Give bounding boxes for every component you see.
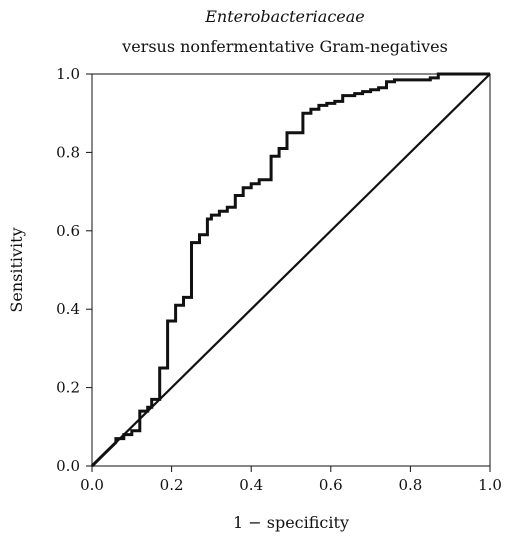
y-tick-label: 0.0 bbox=[56, 457, 80, 475]
y-tick-label: 0.2 bbox=[56, 379, 80, 397]
x-tick-label: 0.2 bbox=[160, 476, 184, 494]
x-tick-label: 1.0 bbox=[478, 476, 502, 494]
y-tick-label: 0.4 bbox=[56, 300, 80, 318]
y-tick-label: 0.6 bbox=[56, 222, 80, 240]
y-tick-label: 0.8 bbox=[56, 143, 80, 161]
x-tick-label: 0.6 bbox=[319, 476, 343, 494]
chart-subtitle: versus nonfermentative Gram-negatives bbox=[121, 37, 448, 56]
x-tick-label: 0.4 bbox=[239, 476, 263, 494]
x-axis: 0.0 0.2 0.4 0.6 0.8 1.0 bbox=[80, 466, 502, 494]
plot-frame bbox=[91, 73, 491, 467]
x-axis-label: 1 − specificity bbox=[233, 513, 349, 532]
y-axis: 0.0 0.2 0.4 0.6 0.8 1.0 bbox=[56, 65, 92, 475]
chart-title: Enterobacteriaceae bbox=[204, 7, 365, 26]
y-axis-label: Sensitivity bbox=[7, 227, 26, 312]
x-tick-label: 0.8 bbox=[398, 476, 422, 494]
y-tick-label: 1.0 bbox=[56, 65, 80, 83]
roc-curve-line bbox=[90, 72, 490, 468]
x-tick-label: 0.0 bbox=[80, 476, 104, 494]
